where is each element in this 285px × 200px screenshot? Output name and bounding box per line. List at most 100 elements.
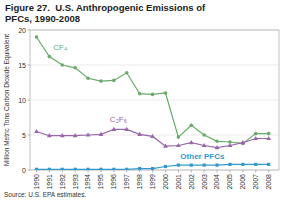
point — [34, 129, 39, 133]
y-tick — [28, 135, 31, 136]
x-tick — [178, 170, 179, 173]
grid-line — [30, 65, 279, 66]
point — [215, 145, 220, 149]
y-tick-label: 0 — [22, 167, 26, 174]
point — [266, 136, 271, 140]
x-tick — [152, 170, 153, 173]
x-tick-label: 1995 — [97, 174, 104, 190]
series-line — [36, 129, 268, 147]
point — [190, 164, 193, 167]
point — [47, 133, 52, 137]
y-tick-label: 20 — [18, 27, 26, 34]
x-tick-label: 2001 — [175, 174, 182, 190]
point — [177, 164, 180, 167]
point — [61, 168, 64, 170]
x-tick — [139, 170, 140, 173]
x-tick-label: 2007 — [252, 174, 259, 190]
x-tick-label: 1990 — [33, 174, 40, 190]
point — [215, 140, 219, 144]
point — [164, 91, 168, 95]
x-tick — [268, 170, 269, 173]
point — [189, 123, 193, 127]
x-tick-label: 2008 — [265, 174, 272, 190]
point — [189, 140, 194, 144]
series-line — [36, 164, 268, 169]
y-tick — [28, 100, 31, 101]
grid — [30, 30, 279, 170]
point — [254, 132, 258, 136]
point — [267, 163, 270, 166]
point — [164, 165, 167, 168]
point — [73, 133, 78, 137]
point — [48, 55, 52, 59]
x-tick-label: 2005 — [226, 174, 233, 190]
point — [86, 168, 89, 170]
point — [112, 79, 116, 83]
point — [150, 134, 155, 138]
point — [163, 144, 168, 148]
y-tick-label: 10 — [18, 97, 26, 104]
x-tick-label: 1994 — [84, 174, 91, 190]
point — [35, 168, 38, 170]
point — [111, 127, 116, 131]
point — [86, 132, 91, 136]
point — [86, 77, 90, 81]
point — [73, 66, 77, 70]
point — [151, 93, 155, 97]
x-tick — [229, 170, 230, 173]
title: Figure 27. U.S. Anthropogenic Emissions … — [5, 2, 206, 24]
x-tick-label: 2004 — [213, 174, 220, 190]
point — [202, 133, 206, 137]
point — [48, 168, 51, 170]
point — [267, 132, 271, 136]
x-tick-label: 1997 — [123, 174, 130, 190]
point — [176, 143, 181, 147]
x-tick-label: 1992 — [59, 174, 66, 190]
point — [215, 164, 218, 167]
x-tick — [217, 170, 218, 173]
point — [35, 35, 39, 39]
x-tick — [100, 170, 101, 173]
x-tick-label: 2002 — [188, 174, 195, 190]
title-line: PFCs, 1990-2008 — [5, 13, 80, 24]
point — [241, 163, 244, 166]
y-axis-label: Million Metric Tons Carbon Dioxide Equiv… — [3, 34, 11, 166]
point — [254, 163, 257, 166]
x-tick-label: 1991 — [46, 174, 53, 190]
point — [99, 79, 103, 83]
x-tick-label: 2003 — [201, 174, 208, 190]
series-label: CF₄ — [53, 43, 67, 52]
point — [60, 63, 64, 67]
x-tick-label: 2000 — [162, 174, 169, 190]
point — [177, 135, 181, 139]
x-tick-label: 1999 — [149, 174, 156, 190]
chart: Figure 27. U.S. Anthropogenic Emissions … — [0, 0, 285, 200]
point — [138, 167, 141, 170]
x-tick — [62, 170, 63, 173]
point — [74, 168, 77, 170]
y-tick-label: 15 — [18, 62, 26, 69]
x-tick-label: 2006 — [239, 174, 246, 190]
grid-line — [30, 100, 279, 101]
point — [125, 71, 129, 75]
title-line: Figure 27. U.S. Anthropogenic Emissions … — [5, 2, 206, 13]
point — [125, 168, 128, 170]
x-tick — [204, 170, 205, 173]
point — [253, 136, 258, 140]
x-tick — [165, 170, 166, 173]
plot-area — [34, 35, 271, 170]
y-tick — [28, 65, 31, 66]
x-tick-label: 1998 — [136, 174, 143, 190]
y-tick — [28, 30, 31, 31]
point — [112, 168, 115, 170]
point — [202, 143, 207, 147]
point — [138, 92, 142, 96]
x-tick — [242, 170, 243, 173]
plot-frame — [30, 30, 279, 170]
x-tick — [126, 170, 127, 173]
point — [203, 164, 206, 167]
point — [228, 143, 233, 147]
point — [151, 167, 154, 170]
x-tick — [49, 170, 50, 173]
series-line — [36, 37, 268, 143]
